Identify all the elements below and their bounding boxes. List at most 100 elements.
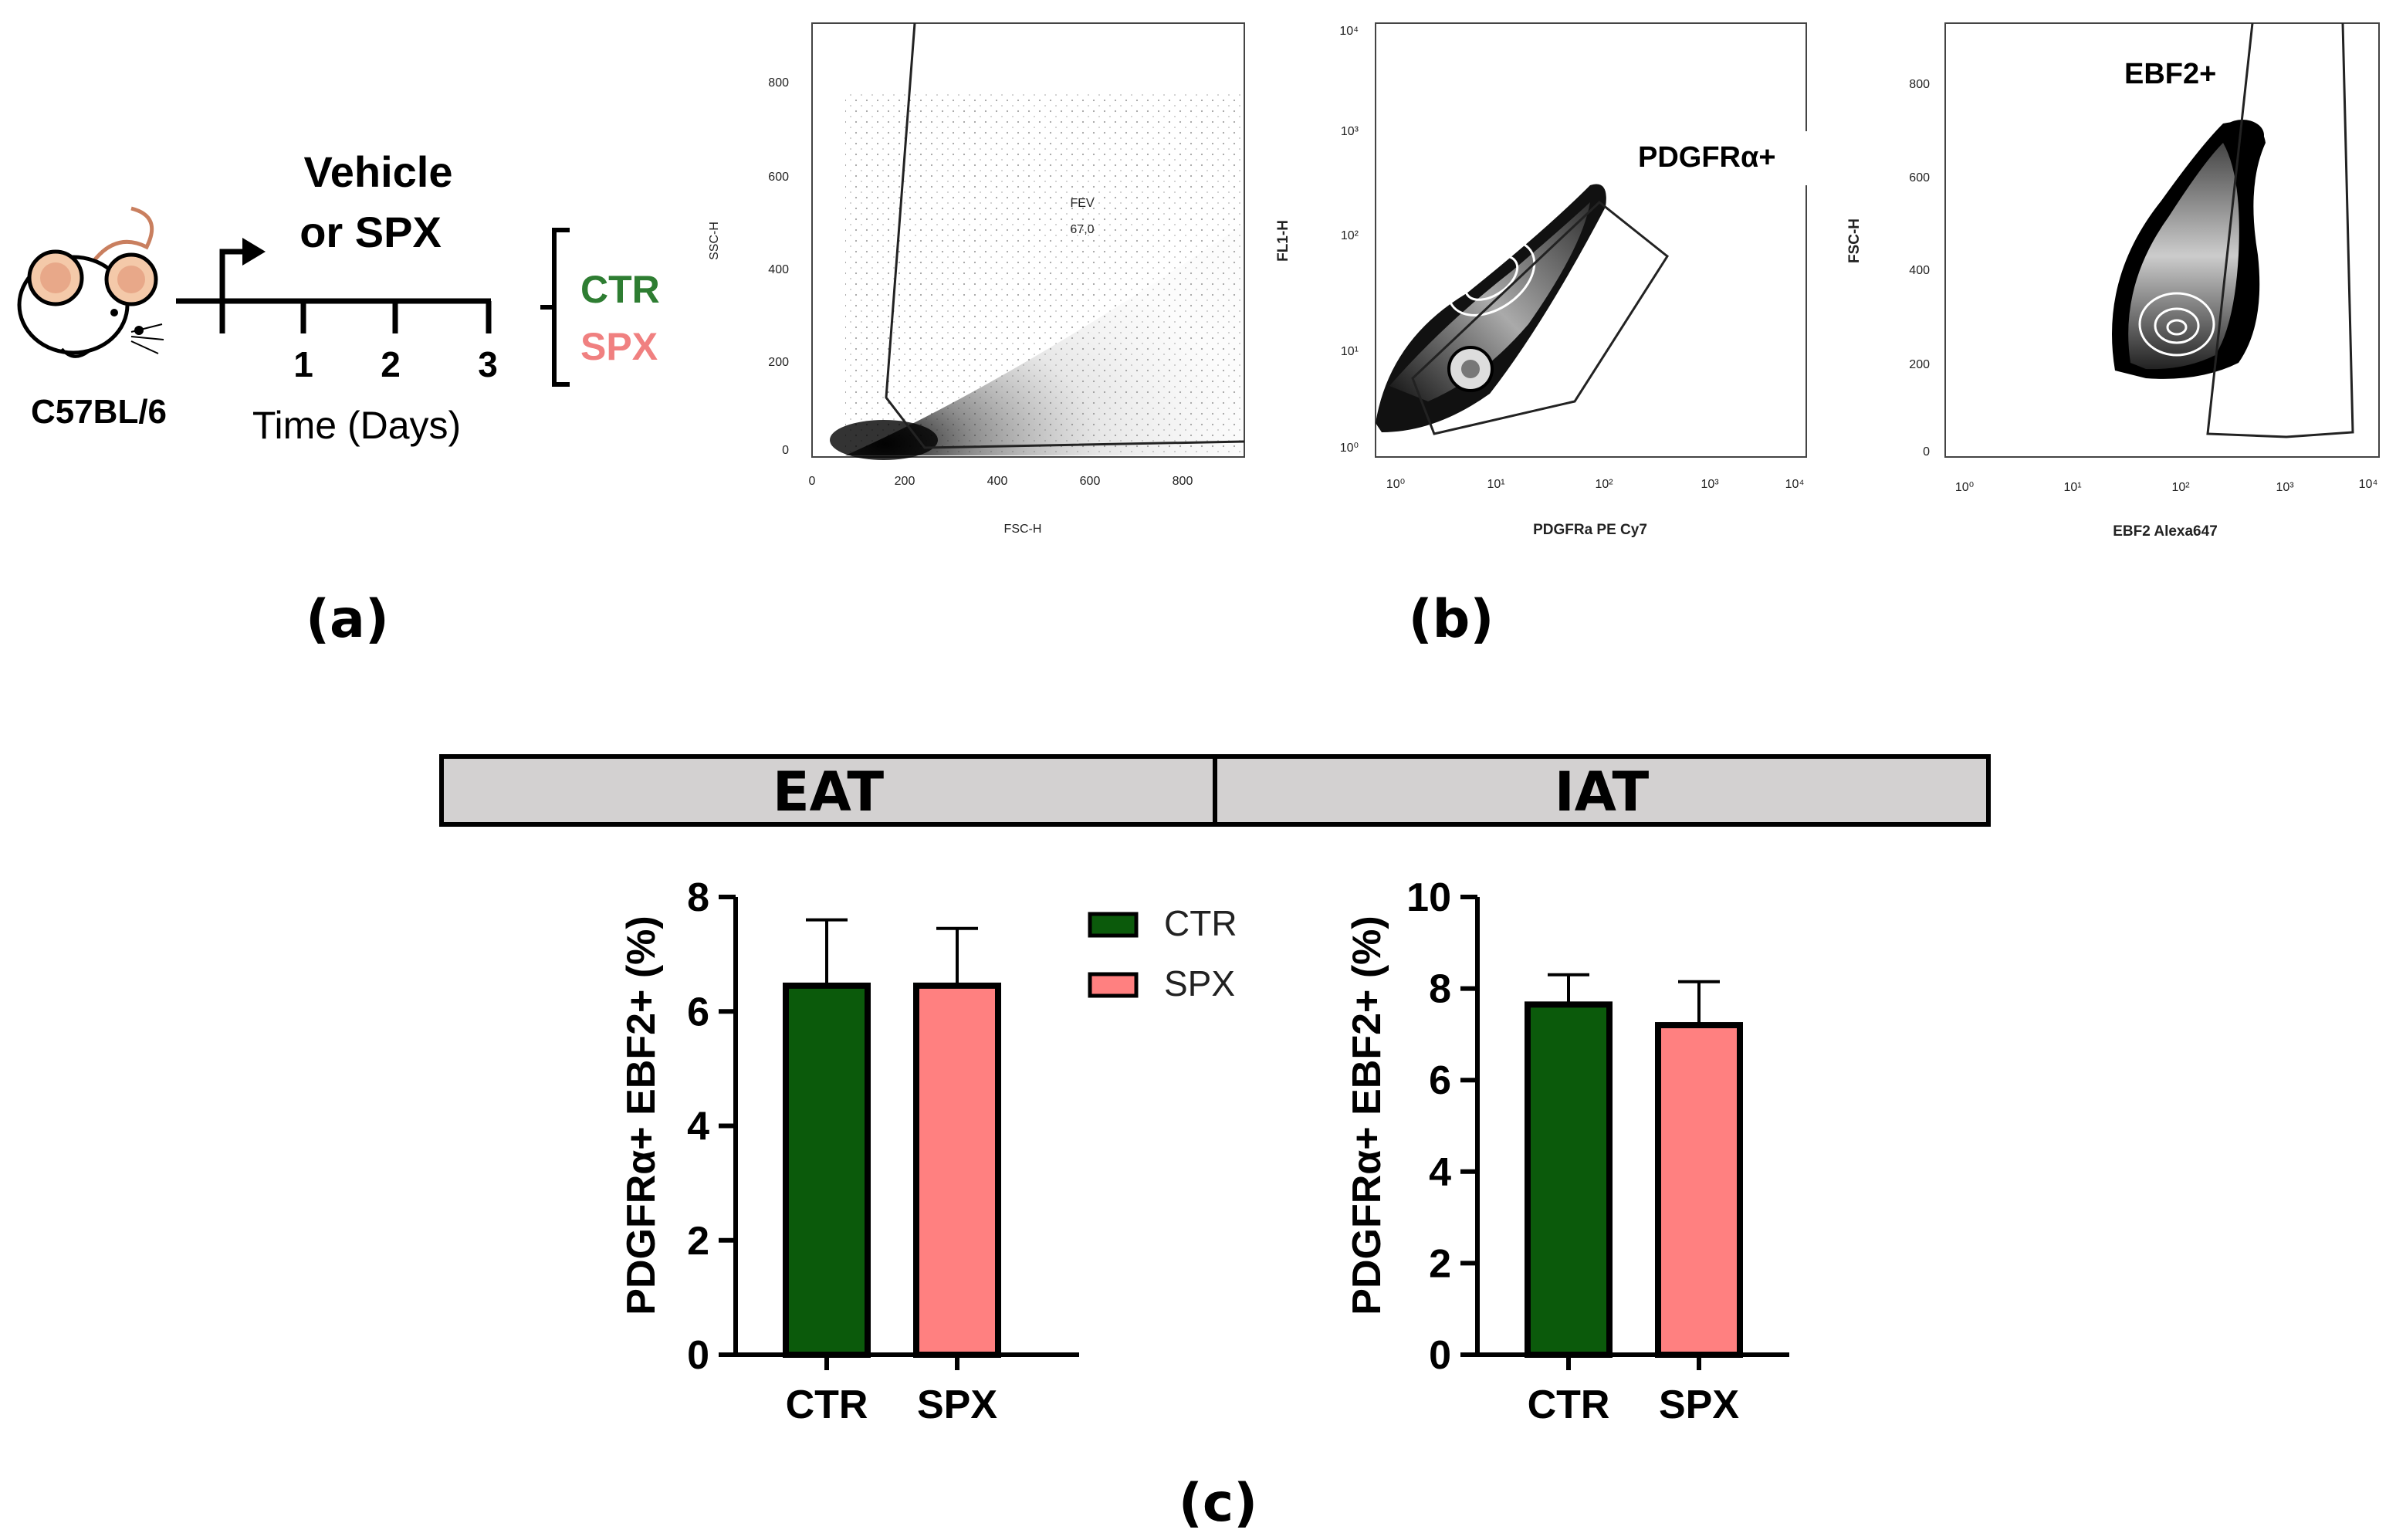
iat-bar-spx (1655, 1022, 1743, 1359)
svg-text:800: 800 (1173, 475, 1193, 488)
iat-ytick-label: 10 (1406, 875, 1451, 920)
treatment-line1: Vehicle (303, 147, 452, 196)
eat-bar-ctr (783, 982, 871, 1359)
plot2-gate (1411, 201, 1669, 435)
svg-text:200: 200 (895, 475, 915, 488)
day-2-label: 2 (381, 344, 401, 384)
plot2-y-ticks: 10⁰ 10¹ 10² 10³ 10⁴ (1339, 25, 1359, 455)
svg-text:800: 800 (768, 76, 789, 90)
eat-ylabel: PDGFRα+ EBF2+ (%) (619, 916, 664, 1315)
strain-label: C57BL/6 (31, 393, 167, 431)
svg-text:10⁴: 10⁴ (1785, 478, 1805, 491)
svg-text:10⁴: 10⁴ (1339, 25, 1359, 38)
header-eat-label: EAT (773, 760, 885, 824)
plot2-ylabel: FL1-H (1275, 220, 1291, 262)
svg-text:600: 600 (1080, 475, 1101, 488)
svg-text:10²: 10² (1341, 229, 1359, 242)
svg-text:0: 0 (1923, 445, 1930, 459)
iat-ytick-label: 4 (1429, 1150, 1451, 1195)
header-eat-box (439, 754, 1217, 827)
plot1-gate-value: 67,0 (1070, 223, 1094, 236)
plot1-gate (885, 22, 1245, 449)
svg-text:10³: 10³ (1341, 125, 1359, 138)
plot2-x-ticks: 10⁰ 10¹ 10² 10³ 10⁴ (1386, 478, 1805, 491)
plot2-xlabel: PDGFRa PE Cy7 (1533, 522, 1647, 538)
svg-text:10²: 10² (2171, 481, 2190, 494)
legend-label-ctr: CTR (1164, 903, 1237, 943)
iat-bar-ctr (1525, 1001, 1613, 1358)
svg-text:10⁰: 10⁰ (1340, 442, 1359, 455)
iat-ylabel: PDGFRα+ EBF2+ (%) (1345, 916, 1389, 1315)
eat-category-label-ctr: CTR (786, 1383, 868, 1427)
svg-text:400: 400 (987, 475, 1008, 488)
plot3-xlabel: EBF2 Alexa647 (2113, 523, 2218, 540)
flow-plot-ebf2: 0 200 400 600 800 10⁰ 10¹ 10² 10³ 10⁴ EB… (1846, 22, 2380, 540)
plot1-ylabel: SSC-H (708, 222, 721, 260)
panel-label-c: (c) (1179, 1473, 1257, 1534)
svg-text:10⁰: 10⁰ (1386, 478, 1405, 491)
header-iat-box (1213, 754, 1991, 827)
svg-text:10²: 10² (1595, 478, 1613, 491)
iat-ytick-label: 8 (1429, 967, 1451, 1012)
legend-swatch-ctr (1088, 912, 1139, 938)
flow-plot-pdgfra: 10⁰ 10¹ 10² 10³ 10⁴ 10⁰ 10¹ 10² 10³ 10⁴ … (1275, 22, 1818, 538)
svg-text:200: 200 (768, 356, 789, 369)
schematic-panel: C57BL/6 Vehicle or SPX 1 2 3 Time (Days)… (17, 147, 660, 447)
svg-text:800: 800 (1909, 78, 1930, 91)
plot3-x-ticks: 10⁰ 10¹ 10² 10³ 10⁴ (1955, 478, 2378, 494)
day-3-label: 3 (478, 344, 498, 384)
iat-category-label-spx: SPX (1659, 1383, 1739, 1427)
chart-iat: PDGFRα+ EBF2+ (%) 0 2 4 6 8 10 CTR SPX (1345, 875, 1789, 1427)
svg-text:600: 600 (1909, 171, 1930, 184)
svg-text:10⁴: 10⁴ (2359, 478, 2378, 491)
mouse-icon (17, 206, 164, 358)
group-spx-label: SPX (580, 325, 658, 368)
chart-eat: PDGFRα+ EBF2+ (%) 0 2 4 6 8 CTR SPX (619, 875, 1079, 1427)
plot1-y-ticks: 0 200 400 600 800 (768, 76, 789, 457)
group-bracket (540, 228, 570, 387)
svg-text:600: 600 (768, 171, 789, 184)
eat-ytick-label: 0 (687, 1333, 709, 1378)
plot3-gate (2206, 22, 2354, 438)
group-ctr-label: CTR (580, 268, 660, 311)
plot2-gate-label: PDGFRα+ (1638, 141, 1776, 174)
eat-ytick-label: 4 (687, 1105, 709, 1149)
svg-text:10⁰: 10⁰ (1955, 481, 1974, 494)
svg-text:10¹: 10¹ (1341, 345, 1359, 358)
eat-ytick-label: 8 (687, 875, 709, 920)
eat-bar-spx (913, 982, 1001, 1359)
time-axis-label: Time (Days) (252, 404, 461, 447)
plot2-label-bg (1625, 131, 1818, 185)
tissue-header: EAT IAT (439, 754, 1991, 827)
eat-ytick-label: 2 (687, 1219, 709, 1264)
svg-text:0: 0 (809, 475, 816, 488)
panel-label-b: (b) (1409, 589, 1494, 650)
plot1-xlabel: FSC-H (1004, 523, 1042, 536)
plot3-gate-label: EBF2+ (2124, 58, 2216, 90)
iat-ytick-label: 2 (1429, 1241, 1451, 1286)
timeline (176, 238, 492, 333)
plot3-y-ticks: 0 200 400 600 800 (1909, 78, 1930, 459)
start-arrow (219, 249, 245, 301)
iat-ytick-label: 0 (1429, 1333, 1451, 1378)
plot1-x-ticks: 0 200 400 600 800 (809, 475, 1193, 488)
svg-text:10³: 10³ (1701, 478, 1719, 491)
svg-text:400: 400 (768, 263, 789, 276)
panel-label-a: (a) (306, 589, 389, 650)
header-iat-label: IAT (1555, 760, 1650, 824)
svg-text:200: 200 (1909, 358, 1930, 371)
svg-text:10¹: 10¹ (1487, 478, 1504, 491)
eat-ytick-label: 6 (687, 990, 709, 1034)
iat-category-label-ctr: CTR (1528, 1383, 1610, 1427)
svg-text:10³: 10³ (2276, 481, 2294, 494)
iat-ytick-label: 6 (1429, 1058, 1451, 1103)
svg-text:400: 400 (1909, 264, 1930, 277)
plot1-gate-name: FEV (1070, 197, 1094, 210)
legend: CTR SPX (1088, 903, 1237, 1004)
legend-label-spx: SPX (1164, 963, 1235, 1004)
treatment-line2: or SPX (300, 208, 442, 256)
svg-text:10¹: 10¹ (2063, 481, 2081, 494)
legend-swatch-spx (1088, 972, 1139, 998)
svg-text:0: 0 (782, 444, 789, 457)
